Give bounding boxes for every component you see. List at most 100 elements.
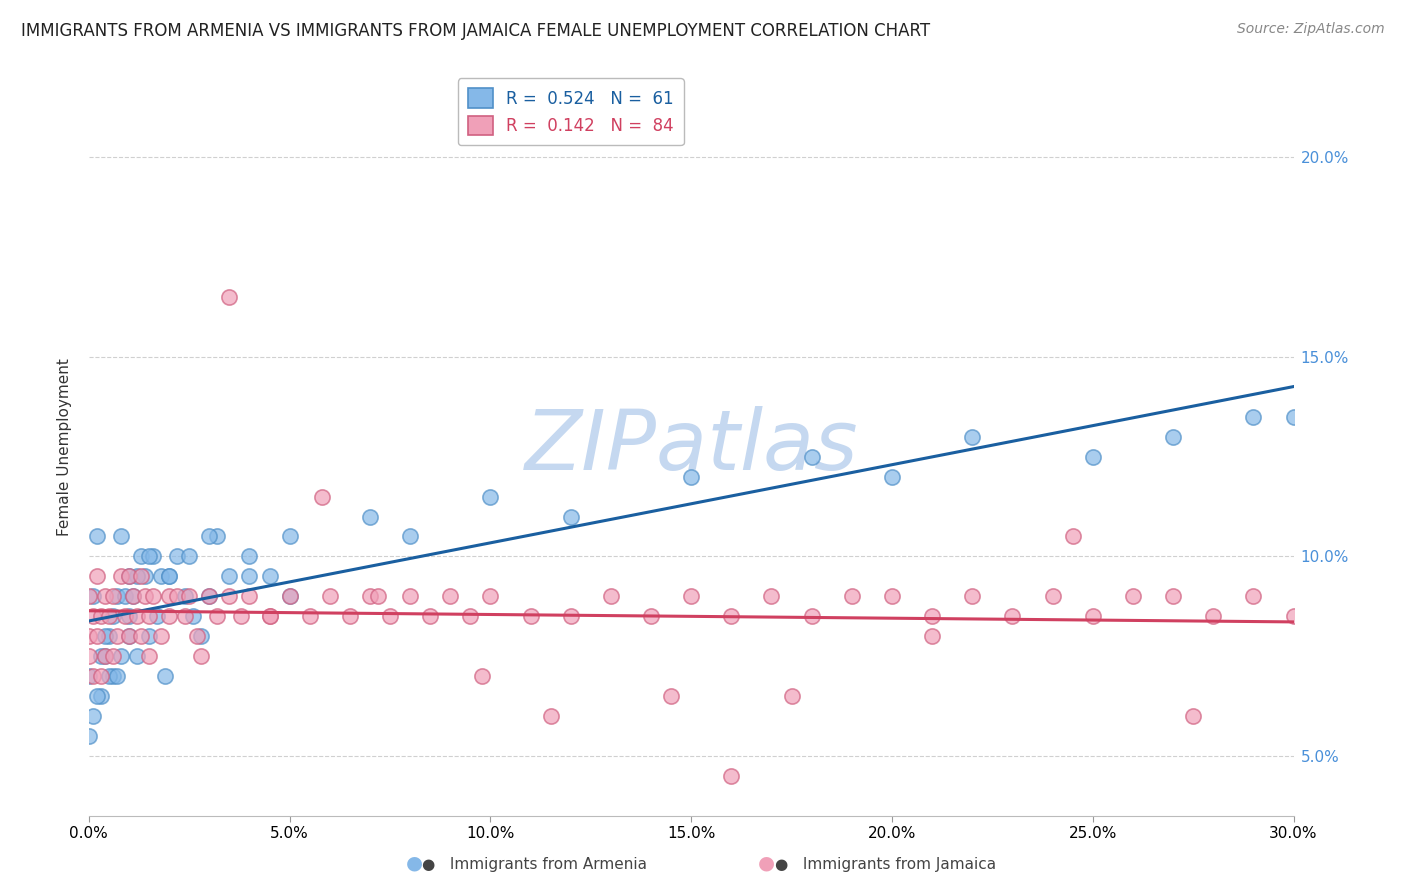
Point [82, 669, 104, 683]
Point [319, 590, 342, 604]
Point [1042, 590, 1064, 604]
Point [207, 529, 229, 543]
Point [157, 569, 180, 583]
Point [1001, 609, 1024, 624]
Point [218, 569, 240, 583]
Point [218, 290, 240, 304]
Point [129, 629, 152, 643]
Point [560, 609, 582, 624]
Point [1062, 529, 1084, 543]
Point [399, 529, 422, 543]
Point [599, 590, 621, 604]
Point [880, 590, 903, 604]
Point [238, 549, 260, 564]
Text: ●: ● [758, 854, 775, 872]
Point [153, 669, 176, 683]
Point [105, 669, 128, 683]
Point [110, 569, 132, 583]
Point [110, 529, 132, 543]
Point [118, 569, 141, 583]
Point [166, 590, 188, 604]
Point [86, 569, 108, 583]
Point [86, 529, 108, 543]
Point [101, 590, 124, 604]
Point [238, 590, 260, 604]
Point [560, 509, 582, 524]
Point [150, 569, 173, 583]
Point [659, 689, 682, 703]
Point [479, 490, 502, 504]
Point [179, 590, 201, 604]
Point [129, 549, 152, 564]
Point [118, 569, 141, 583]
Point [94, 649, 117, 664]
Point [114, 590, 136, 604]
Point [190, 649, 212, 664]
Point [110, 649, 132, 664]
Point [125, 609, 148, 624]
Point [238, 569, 260, 583]
Point [97, 669, 120, 683]
Point [97, 609, 120, 624]
Point [1282, 609, 1305, 624]
Point [82, 590, 104, 604]
Point [198, 590, 221, 604]
Point [190, 629, 212, 643]
Point [359, 509, 381, 524]
Point [82, 609, 104, 624]
Point [82, 709, 104, 723]
Point [311, 490, 333, 504]
Point [1081, 450, 1104, 464]
Point [278, 529, 301, 543]
Point [278, 590, 301, 604]
Point [720, 769, 742, 783]
Text: ●   Immigrants from Jamaica: ● Immigrants from Jamaica [775, 857, 997, 872]
Point [259, 609, 281, 624]
Point [181, 609, 204, 624]
Point [800, 609, 823, 624]
Point [157, 609, 180, 624]
Point [800, 450, 823, 464]
Point [471, 669, 494, 683]
Point [179, 549, 201, 564]
Point [681, 590, 703, 604]
Point [1161, 590, 1184, 604]
Text: ●   Immigrants from Armenia: ● Immigrants from Armenia [422, 857, 647, 872]
Point [138, 549, 160, 564]
Point [1161, 430, 1184, 444]
Point [101, 609, 124, 624]
Point [105, 590, 128, 604]
Point [198, 590, 221, 604]
Point [419, 609, 441, 624]
Point [90, 689, 112, 703]
Point [231, 609, 253, 624]
Point [640, 609, 662, 624]
Point [378, 609, 401, 624]
Point [166, 549, 188, 564]
Point [198, 529, 221, 543]
Text: ●: ● [406, 854, 423, 872]
Point [134, 590, 156, 604]
Point [259, 569, 281, 583]
Point [157, 569, 180, 583]
Point [207, 609, 229, 624]
Point [90, 669, 112, 683]
Point [278, 590, 301, 604]
Point [77, 649, 100, 664]
Point [118, 629, 141, 643]
Point [259, 609, 281, 624]
Text: IMMIGRANTS FROM ARMENIA VS IMMIGRANTS FROM JAMAICA FEMALE UNEMPLOYMENT CORRELATI: IMMIGRANTS FROM ARMENIA VS IMMIGRANTS FR… [21, 22, 931, 40]
Point [1241, 409, 1264, 424]
Y-axis label: Female Unemployment: Female Unemployment [58, 358, 72, 535]
Point [460, 609, 482, 624]
Point [101, 649, 124, 664]
Point [962, 590, 984, 604]
Point [841, 590, 863, 604]
Point [77, 590, 100, 604]
Point [1202, 609, 1225, 624]
Point [298, 609, 321, 624]
Point [359, 590, 381, 604]
Legend: R =  0.524   N =  61, R =  0.142   N =  84: R = 0.524 N = 61, R = 0.142 N = 84 [458, 78, 683, 145]
Point [540, 709, 562, 723]
Point [681, 469, 703, 483]
